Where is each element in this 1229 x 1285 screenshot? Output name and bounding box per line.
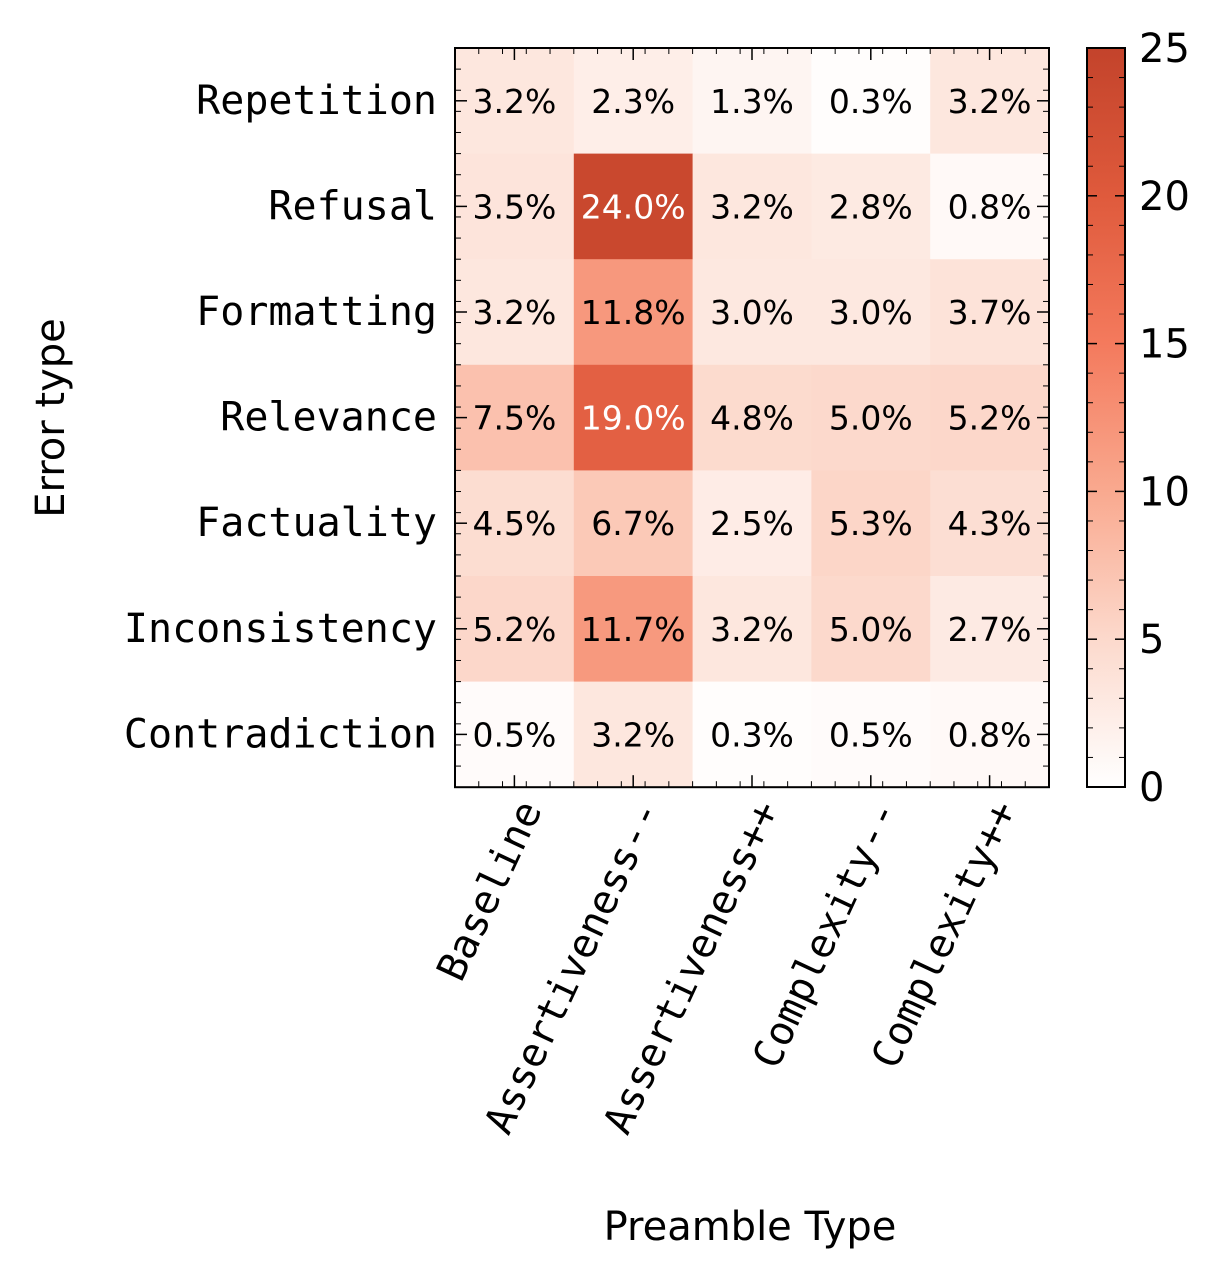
cell-value-label: 5.2% <box>948 399 1032 438</box>
heatmap-cell <box>811 364 931 471</box>
cell-value-label: 4.5% <box>472 504 556 543</box>
cell-value-label: 24.0% <box>581 187 686 226</box>
cell-value-label: 3.2% <box>472 82 556 121</box>
cell-value-label: 3.7% <box>948 293 1032 332</box>
heatmap-cell <box>573 48 694 155</box>
cell-value-label: 0.5% <box>829 715 913 754</box>
cell-value-label: 5.2% <box>472 610 556 649</box>
heatmap-cell <box>811 681 931 788</box>
heatmap-cell <box>573 576 694 683</box>
cell-value-label: 5.3% <box>829 504 913 543</box>
x-axis-label: Preamble Type <box>604 1204 897 1250</box>
heatmap-cell <box>692 48 812 155</box>
cell-value-label: 7.5% <box>472 399 556 438</box>
heatmap-cell <box>455 470 575 577</box>
cell-value-label: 4.8% <box>710 399 794 438</box>
colorbar-tick-label: 20 <box>1139 174 1190 220</box>
heatmap-cell <box>692 259 812 366</box>
cell-value-label: 0.8% <box>948 715 1032 754</box>
plot-frame <box>454 47 1050 789</box>
cell-value-label: 6.7% <box>591 504 675 543</box>
cell-value-label: 0.3% <box>829 82 913 121</box>
colorbar-tick-label: 15 <box>1139 322 1190 368</box>
heatmap-cell <box>811 48 931 155</box>
cell-value-label: 3.2% <box>710 610 794 649</box>
heatmap-cell <box>930 48 1050 155</box>
cell-value-label: 0.8% <box>948 187 1032 226</box>
heatmap-cell <box>573 470 694 577</box>
heatmap-cell <box>930 153 1050 260</box>
heatmap-cell <box>573 364 694 471</box>
colorbar-tick-label: 0 <box>1139 765 1164 811</box>
cell-value-label: 5.0% <box>829 610 913 649</box>
y-tick-label: Factuality <box>196 500 437 546</box>
heatmap-cell <box>455 364 575 471</box>
y-axis-tick-labels: Repetition Refusal Formatting Relevance Fact… <box>124 78 437 758</box>
heatmap-cell <box>692 153 812 260</box>
heatmap-cells <box>455 48 1050 788</box>
heatmap-cell <box>455 48 575 155</box>
cell-value-label: 0.3% <box>710 715 794 754</box>
cell-value-label: 3.0% <box>710 293 794 332</box>
y-tick-label: Relevance <box>220 395 437 441</box>
cell-value-label: 11.8% <box>581 293 686 332</box>
y-tick-label: Refusal <box>268 183 437 229</box>
cell-value-label: 5.0% <box>829 399 913 438</box>
y-tick-label: Repetition <box>196 78 437 124</box>
heatmap-cell <box>692 364 812 471</box>
colorbar-gradient <box>1086 47 1126 788</box>
heatmap-cell <box>455 259 575 366</box>
heatmap-cell <box>692 681 812 788</box>
cell-value-label: 1.3% <box>710 82 794 121</box>
colorbar-tick-label: 10 <box>1139 469 1190 515</box>
cell-value-label: 11.7% <box>581 610 686 649</box>
heatmap-cell <box>573 681 694 788</box>
heatmap-cell <box>811 470 931 577</box>
heatmap-cell-labels: 3.2% 2.3% 1.3% 0.3% 3.2% 3.5% 24.0% 3.2% 2.8% 0.8… <box>472 82 1031 755</box>
cell-value-label: 2.8% <box>829 187 913 226</box>
colorbar-tick-label: 5 <box>1139 617 1164 663</box>
heatmap-cell <box>573 153 694 260</box>
cell-value-label: 4.3% <box>948 504 1032 543</box>
y-tick-label: Formatting <box>196 289 437 335</box>
x-tick-label: Baseline <box>428 794 551 988</box>
cell-value-label: 2.7% <box>948 610 1032 649</box>
heatmap-cell <box>811 259 931 366</box>
x-axis-tick-labels: BaselineAssertiveness--Assertiveness++Co… <box>428 794 1026 1141</box>
cell-value-label: 3.2% <box>472 293 556 332</box>
heatmap-cell <box>692 470 812 577</box>
y-tick-label: Inconsistency <box>124 606 437 652</box>
cell-value-label: 19.0% <box>581 399 686 438</box>
heatmap-cell <box>455 681 575 788</box>
heatmap-cell <box>811 576 931 683</box>
cell-value-label: 3.2% <box>948 82 1032 121</box>
heatmap-cell <box>930 470 1050 577</box>
heatmap-cell <box>573 259 694 366</box>
y-tick-label: Contradiction <box>124 711 437 757</box>
heatmap-cell <box>930 364 1050 471</box>
cell-value-label: 3.5% <box>472 187 556 226</box>
cell-value-label: 3.2% <box>591 715 675 754</box>
heatmap-cell <box>930 681 1050 788</box>
colorbar: 0 5 10 15 20 25 <box>1086 26 1190 811</box>
heatmap-cell <box>455 153 575 260</box>
y-axis-label: Error type <box>28 318 74 518</box>
cell-value-label: 2.3% <box>591 82 675 121</box>
colorbar-tick-label: 25 <box>1139 26 1190 72</box>
heatmap-cell <box>692 576 812 683</box>
cell-value-label: 3.2% <box>710 187 794 226</box>
heatmap-cell <box>811 153 931 260</box>
heatmap-cell <box>930 576 1050 683</box>
heatmap-cell <box>455 576 575 683</box>
cell-value-label: 2.5% <box>710 504 794 543</box>
cell-value-label: 0.5% <box>472 715 556 754</box>
heatmap-cell <box>930 259 1050 366</box>
cell-value-label: 3.0% <box>829 293 913 332</box>
